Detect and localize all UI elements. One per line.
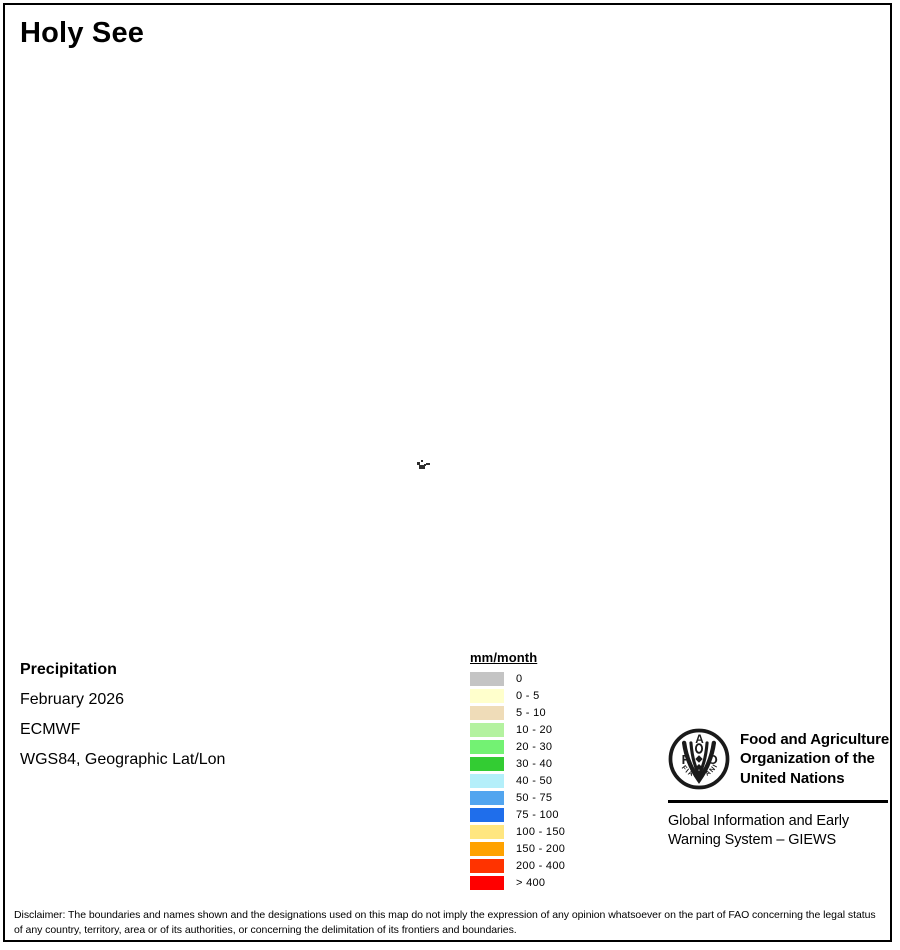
fao-organization-name: Food and Agriculture Organization of the… xyxy=(740,730,889,788)
legend-swatch xyxy=(470,688,504,703)
legend-swatch xyxy=(470,671,504,686)
legend-label: 100 - 150 xyxy=(516,825,566,838)
svg-text:O: O xyxy=(708,752,718,767)
legend-label: 5 - 10 xyxy=(516,706,546,719)
legend-swatch xyxy=(470,739,504,754)
fao-branding: F A O FIAT PANIS Food and Agriculture Or… xyxy=(665,723,890,850)
legend-row: 200 - 400 xyxy=(470,857,565,874)
legend-swatch xyxy=(470,807,504,822)
legend-label: 50 - 75 xyxy=(516,791,553,804)
legend-title: mm/month xyxy=(470,650,538,665)
disclaimer-text: Disclaimer: The boundaries and names sho… xyxy=(14,909,876,937)
info-period: February 2026 xyxy=(20,691,125,708)
info-variable: Precipitation xyxy=(20,661,117,678)
legend-rows: 0 0 - 5 5 - 10 10 - 20 20 - 30 30 - 40 40 - 50… xyxy=(470,670,565,891)
fao-name-line-1: Food and Agriculture xyxy=(740,731,890,749)
legend-label: > 400 xyxy=(516,876,546,889)
legend-row: 50 - 75 xyxy=(470,789,565,806)
legend-swatch xyxy=(470,790,504,805)
legend-row: 100 - 150 xyxy=(470,823,565,840)
legend-label: 10 - 20 xyxy=(516,723,553,736)
legend-row: 75 - 100 xyxy=(470,806,565,823)
legend-swatch xyxy=(470,841,504,856)
legend-swatch xyxy=(470,756,504,771)
legend-swatch xyxy=(470,875,504,890)
legend-label: 20 - 30 xyxy=(516,740,553,753)
legend-row: > 400 xyxy=(470,874,565,891)
legend-row: 0 xyxy=(470,670,565,687)
map-canvas[interactable] xyxy=(8,60,888,640)
legend-swatch xyxy=(470,722,504,737)
fao-logo-icon: F A O FIAT PANIS xyxy=(665,723,730,790)
fao-name-line-2: Organization of the xyxy=(740,750,875,768)
legend-row: 0 - 5 xyxy=(470,687,565,704)
fao-name-line-3: United Nations xyxy=(740,769,845,787)
giews-line-2: Warning System – GIEWS xyxy=(668,831,837,848)
giews-programme-name: Global Information and Early Warning Sys… xyxy=(668,812,890,850)
giews-line-1: Global Information and Early xyxy=(668,813,849,829)
fao-divider xyxy=(668,800,888,803)
map-legend: mm/month 0 0 - 5 5 - 10 10 - 20 20 - 30 30 - … xyxy=(470,650,565,891)
legend-label: 30 - 40 xyxy=(516,757,553,770)
svg-text:A: A xyxy=(695,733,704,746)
legend-label: 200 - 400 xyxy=(516,859,566,872)
legend-swatch xyxy=(470,824,504,839)
legend-label: 40 - 50 xyxy=(516,774,553,787)
legend-swatch xyxy=(470,773,504,788)
info-source: ECMWF xyxy=(20,721,81,738)
legend-swatch xyxy=(470,705,504,720)
country-polygon-holy-see xyxy=(417,460,431,472)
legend-row: 10 - 20 xyxy=(470,721,565,738)
legend-label: 0 - 5 xyxy=(516,689,540,702)
page-title: Holy See xyxy=(20,17,145,49)
legend-label: 150 - 200 xyxy=(516,842,566,855)
info-projection: WGS84, Geographic Lat/Lon xyxy=(20,751,226,768)
legend-label: 75 - 100 xyxy=(516,808,559,821)
legend-row: 5 - 10 xyxy=(470,704,565,721)
legend-swatch xyxy=(470,858,504,873)
legend-row: 20 - 30 xyxy=(470,738,565,755)
map-info-block: Precipitation February 2026 ECMWF WGS84,… xyxy=(20,655,225,775)
legend-row: 150 - 200 xyxy=(470,840,565,857)
legend-row: 40 - 50 xyxy=(470,772,565,789)
legend-row: 30 - 40 xyxy=(470,755,565,772)
svg-text:F: F xyxy=(682,752,690,767)
legend-label: 0 xyxy=(516,672,523,685)
